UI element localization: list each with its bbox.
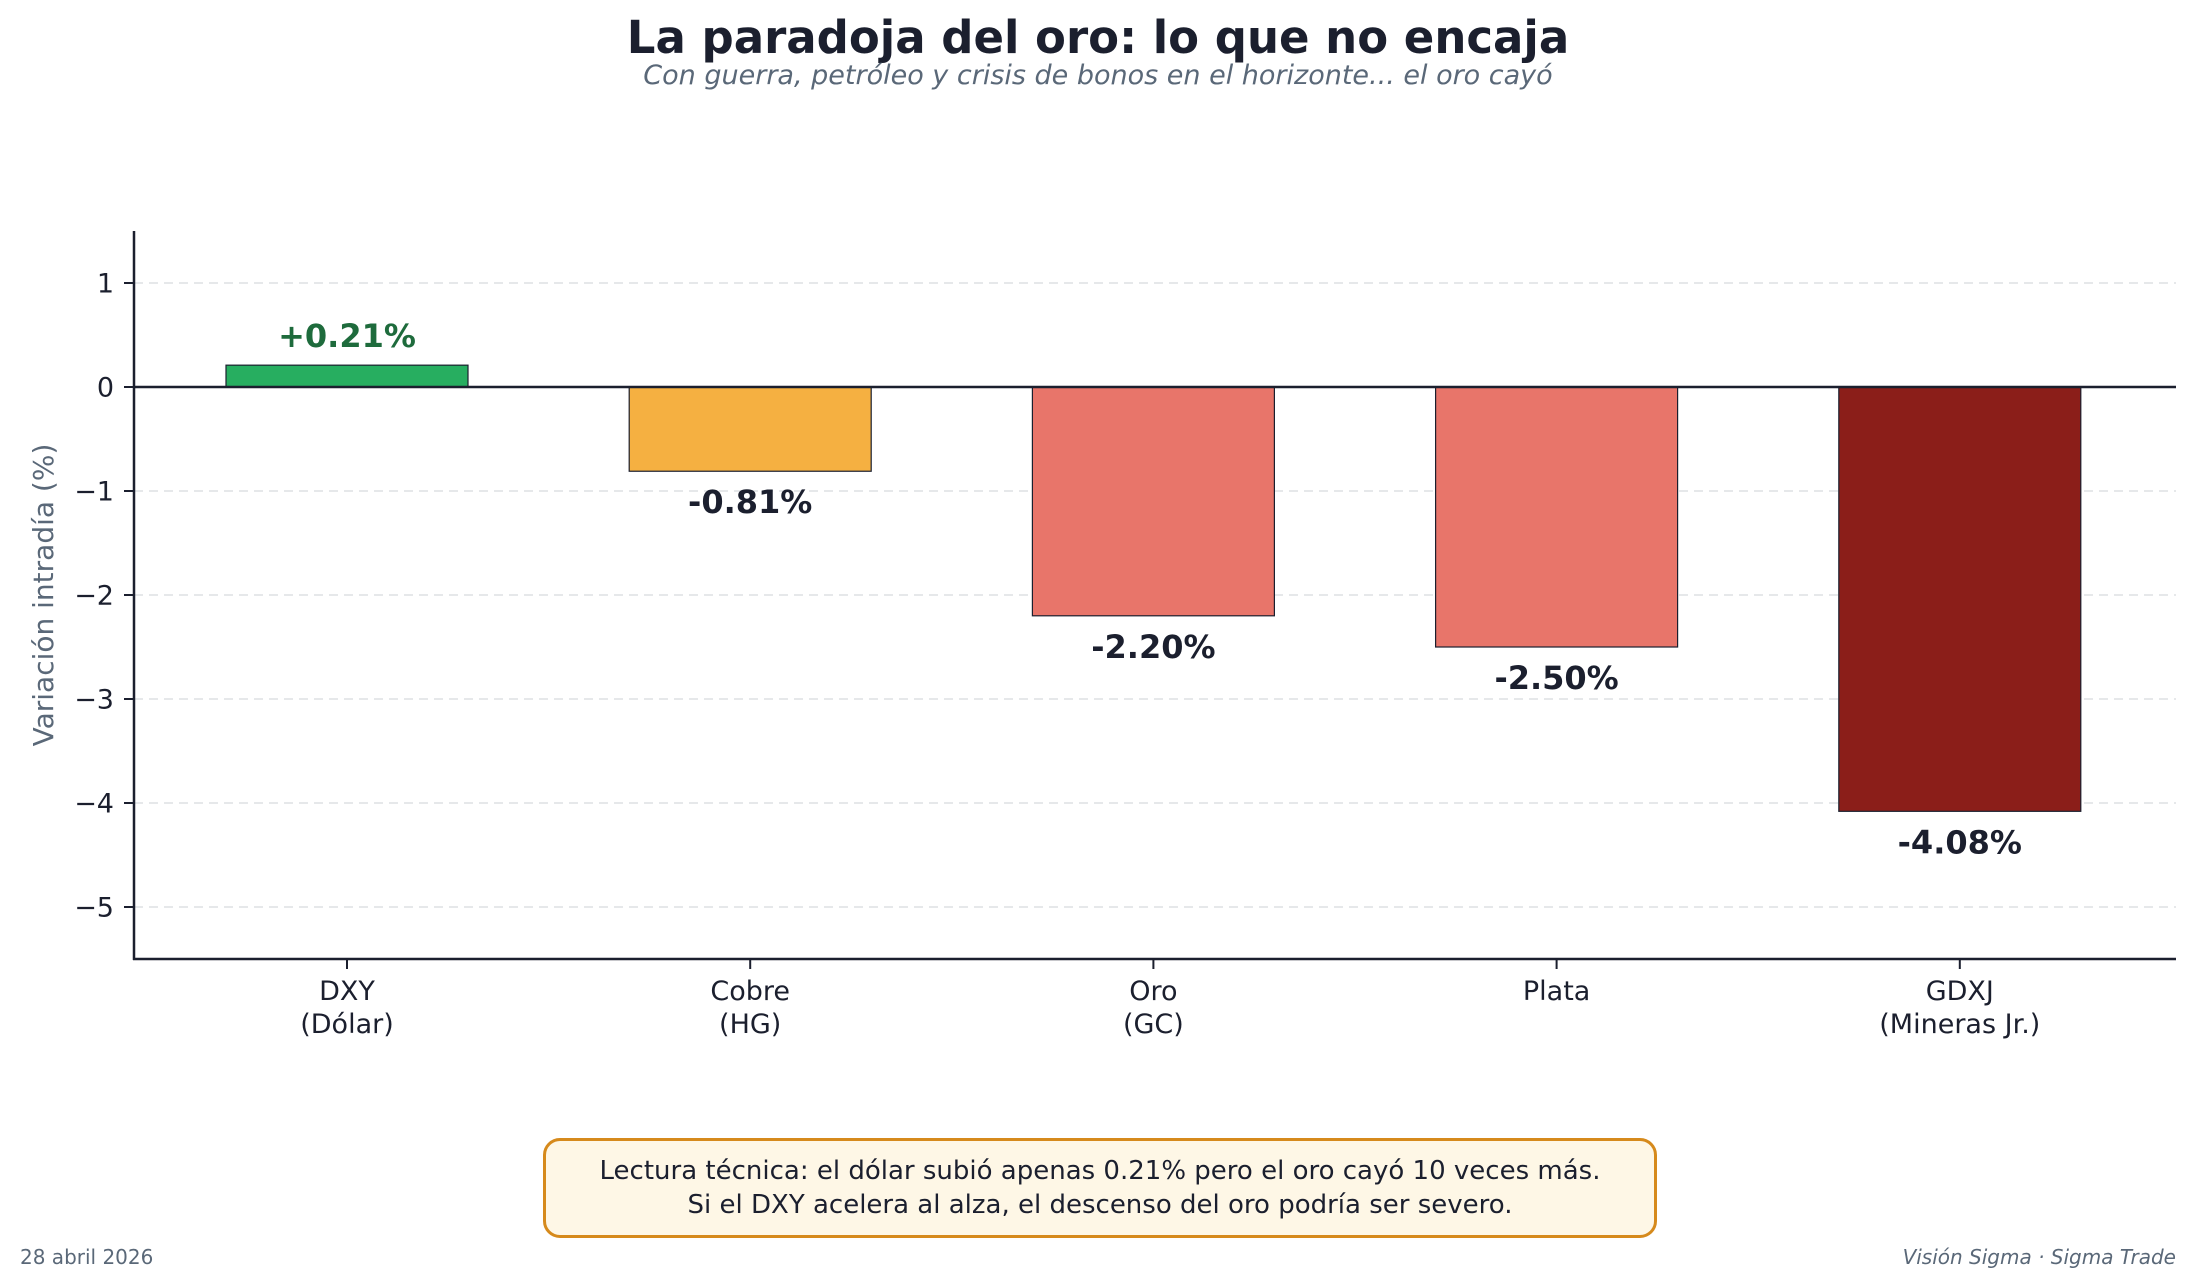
y-tick-label: −4 <box>74 789 114 820</box>
y-tick-label: −5 <box>74 893 114 924</box>
x-tick-label-line: (GC) <box>1123 1009 1184 1040</box>
x-tick-label-line: Oro <box>1129 976 1177 1007</box>
value-label: -0.81% <box>688 483 812 521</box>
y-tick-label: 0 <box>97 373 114 404</box>
x-tick-label: Cobre (HG) <box>710 976 790 1040</box>
x-ticks: DXY (Dólar) Cobre (HG) Oro (GC) Plata GDXJ (Mine… <box>300 959 2040 1040</box>
x-tick-label-line: (Mineras Jr.) <box>1879 1009 2040 1040</box>
bar <box>628 386 872 472</box>
bar <box>225 364 469 388</box>
annotation-box: Lectura técnica: el dólar subió apenas 0… <box>543 1138 1657 1238</box>
x-tick-label: Oro (GC) <box>1123 976 1184 1040</box>
value-labels: +0.21% -0.81% -2.20% -2.50% -4.08% <box>278 317 2022 861</box>
footer-credit: Visión Sigma · Sigma Trade <box>1903 1245 2176 1269</box>
x-tick-label-line: Plata <box>1523 976 1590 1007</box>
bar <box>1031 386 1276 617</box>
value-label: -4.08% <box>1898 823 2022 861</box>
value-label: -2.50% <box>1494 659 1618 697</box>
y-tick-label: −1 <box>74 477 114 508</box>
x-tick-label-line: DXY <box>319 976 375 1007</box>
x-tick-label: GDXJ (Mineras Jr.) <box>1879 976 2040 1040</box>
chart-title: La paradoja del oro: lo que no encaja <box>627 11 1569 64</box>
value-label: -2.20% <box>1091 628 1215 666</box>
x-tick-label: Plata <box>1523 976 1590 1007</box>
x-tick-label-line: Cobre <box>710 976 790 1007</box>
bar <box>1434 386 1679 648</box>
y-axis-label: Variación intradía (%) <box>27 444 60 747</box>
bars <box>225 364 2082 812</box>
x-tick-label-line: GDXJ <box>1926 976 1994 1007</box>
x-tick-label: DXY (Dólar) <box>300 976 394 1040</box>
y-ticks: 1 0 −1 −2 −3 −4 −5 <box>74 269 134 924</box>
x-tick-label-line: (HG) <box>719 1009 781 1040</box>
footer-date: 28 abril 2026 <box>20 1245 153 1269</box>
y-tick-label: 1 <box>97 269 114 300</box>
x-tick-label-line: (Dólar) <box>300 1009 394 1040</box>
y-tick-label: −2 <box>74 581 114 612</box>
y-tick-label: −3 <box>74 685 114 716</box>
chart-subtitle: Con guerra, petróleo y crisis de bonos e… <box>643 60 1552 91</box>
annotation-line-2: Si el DXY acelera al alza, el descenso d… <box>687 1190 1513 1220</box>
annotation-line-1: Lectura técnica: el dólar subió apenas 0… <box>599 1156 1601 1186</box>
value-label: +0.21% <box>278 317 416 355</box>
bar <box>1838 386 2082 812</box>
